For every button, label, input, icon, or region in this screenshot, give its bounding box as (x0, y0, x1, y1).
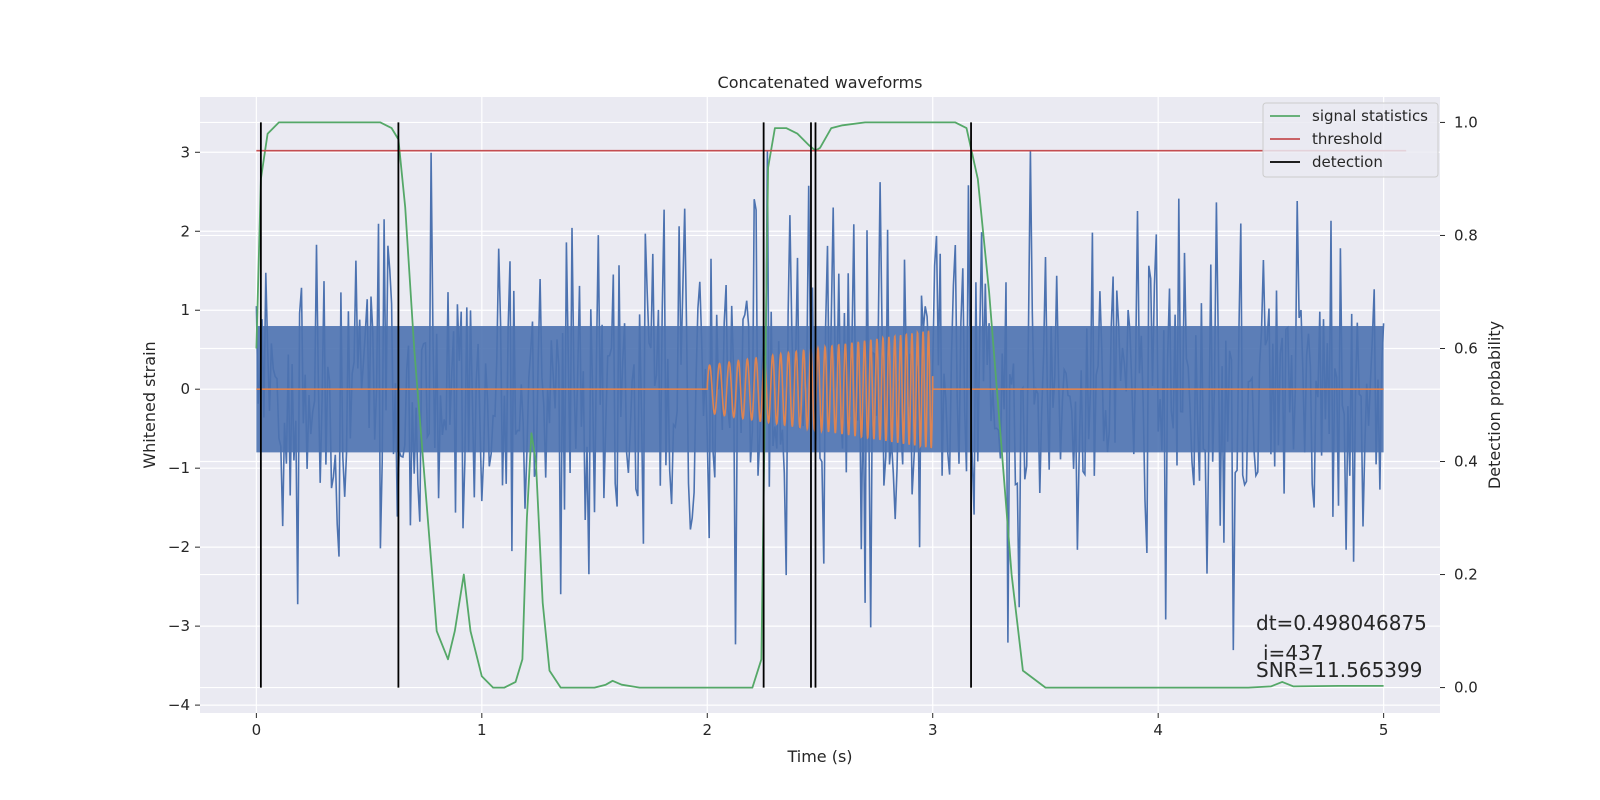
y-tick-label: 1 (180, 301, 190, 319)
y2-tick-label: 0.2 (1454, 566, 1478, 584)
injection-line (256, 329, 1384, 449)
signal-statistics-series (255, 121, 1384, 689)
x-tick-label: 4 (1153, 721, 1163, 739)
y2-tick-label: 1.0 (1454, 113, 1478, 131)
y2-tick-label: 0.4 (1454, 453, 1478, 471)
y2-tick-label: 0.6 (1454, 339, 1478, 357)
y2-tick-label: 0.8 (1454, 226, 1478, 244)
x-tick-label: 1 (477, 721, 487, 739)
y-tick-label: −1 (168, 459, 190, 477)
x-tick-label: 2 (702, 721, 712, 739)
injection-series (256, 329, 1384, 449)
legend-label-signal-statistics: signal statistics (1312, 107, 1428, 125)
y-tick-label: −4 (168, 696, 190, 714)
y2-tick-label: 0.0 (1454, 679, 1478, 697)
legend-box (1262, 102, 1439, 178)
annotation-snr: SNR=11.565399 (1256, 658, 1422, 682)
x-axis-ticks: 0 1 2 3 4 5 (252, 713, 1389, 739)
x-tick-label: 5 (1379, 721, 1389, 739)
legend-label-detection: detection (1312, 153, 1383, 171)
y-axis-label: Whitened strain (140, 341, 159, 468)
y-axis-ticks: −4 −3 −2 −1 0 1 2 3 (168, 143, 200, 714)
x-axis-label: Time (s) (786, 747, 852, 766)
chart-title: Concatenated waveforms (718, 73, 923, 92)
y2-axis-ticks: 0.0 0.2 0.4 0.6 0.8 1.0 (1440, 113, 1478, 697)
detection-series (259, 122, 972, 688)
x-tick-label: 0 (252, 721, 262, 739)
legend: signal statistics threshold detection (1262, 102, 1439, 178)
x-tick-label: 3 (928, 721, 938, 739)
y-tick-label: 0 (180, 380, 190, 398)
legend-label-threshold: threshold (1312, 130, 1383, 148)
y-tick-label: 2 (180, 222, 190, 240)
y-tick-label: 3 (180, 143, 190, 161)
signal-statistics-line (255, 121, 1384, 689)
annotation-dt: dt=0.498046875 (1256, 611, 1427, 635)
y2-axis-label: Detection probability (1485, 321, 1504, 489)
y-tick-label: −2 (168, 538, 190, 556)
annotation-i: i=437 (1263, 641, 1324, 665)
y-tick-label: −3 (168, 617, 190, 635)
